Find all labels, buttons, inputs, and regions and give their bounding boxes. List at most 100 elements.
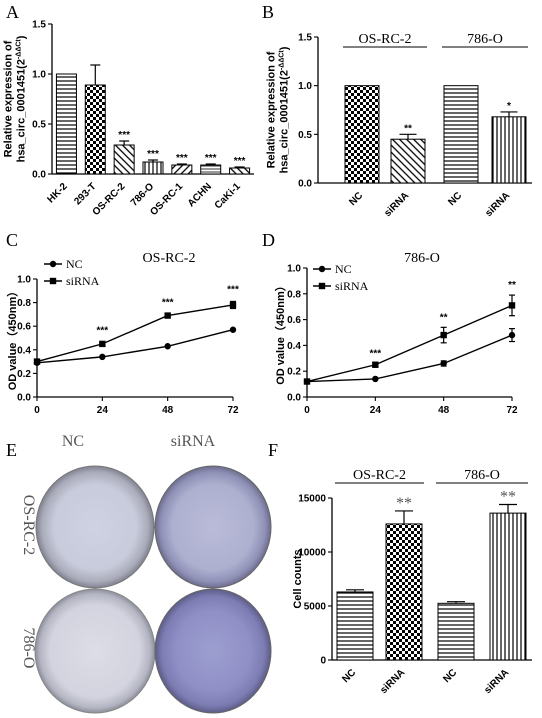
dish-os-rc-2-nc [35,465,155,589]
panel-label-e: E [6,440,17,460]
series-line [306,304,513,383]
bar [344,85,380,184]
y-tick-label: 5000 [304,602,327,613]
y-tick-label: 0.6 [287,315,301,326]
group-label: OS-RC-2 [359,32,412,47]
x-tick-label: 72 [506,405,518,416]
y-tick-label: 1.5 [32,20,46,31]
bar [84,84,106,175]
bar [113,144,135,175]
y-tick-label: 10000 [298,548,326,559]
data-point [164,312,171,319]
y-tick-label: 0.5 [298,130,312,141]
column-label-nc: NC [62,433,84,450]
x-tick-label: NC [347,190,365,208]
data-point [508,331,516,339]
significance-label: *** [118,130,130,141]
chart-title: OS-RC-2 [143,251,196,266]
x-tick-label: 72 [227,405,239,416]
legend-label: NC [66,257,83,271]
y-axis-title: OD value（450nm） [274,280,287,385]
colony-formation-panel: NC siRNA OS-RC-2 786-O [20,433,272,714]
data-point [440,331,447,339]
dish-786-o-nc [34,588,156,714]
significance-label: *** [205,153,217,164]
y-axis-title: Relative expression ofhsa_circ_0001451(2… [266,46,291,173]
x-tick-label: CaKi-1 [213,181,243,211]
panel-label-f: F [268,440,278,460]
y-axis-title: Cell counts [292,549,304,608]
significance-label: *** [162,297,174,308]
data-point [229,301,237,309]
y-tick-label: 0.2 [287,367,301,378]
y-tick-label: 0.4 [17,345,31,356]
y-axis-title: Relative expression ofhsa_circ_0001451(2… [3,35,28,162]
x-tick-label: 24 [370,405,382,416]
y-axis-title: OD value（450nm） [6,286,19,391]
legend-label: NC [335,262,352,276]
y-tick-label: 1.0 [17,275,31,286]
y-tick-label: 0.8 [287,289,301,300]
series-line [36,329,234,364]
x-tick-label: 0 [34,405,40,416]
x-tick-label: 48 [438,405,450,416]
x-tick-label: siRNA [378,667,407,696]
panel-a-chart: 0.0 0.5 1.0 1.5 HK-2 293-T *** OS-RC-2 *** 786-O *… [3,20,254,218]
data-point [372,361,379,368]
chart-title: 786-O [404,251,440,266]
y-tick-label: 0.5 [32,120,46,131]
panel-label-d: D [262,230,275,250]
significance-label: *** [227,284,239,295]
x-tick-label: OS-RC-2 [91,181,128,218]
data-point [99,340,106,348]
significance-label: * [507,101,511,112]
legend-marker [318,265,326,273]
dish-os-rc-2-sirna [154,465,272,589]
series-line [306,334,513,383]
y-tick-label: 0.2 [17,369,31,380]
x-tick-label: NC [340,667,358,685]
panel-c-chart: 0.0 0.2 0.4 0.6 0.8 1.0 0 24 48 72 NC siRNA *** *** **… [6,251,239,416]
y-tick-label: 1.0 [287,264,301,275]
column-label-sirna: siRNA [171,433,216,450]
significance-label: *** [96,326,108,337]
legend-marker [318,282,326,290]
data-point [440,360,447,367]
x-tick-label: 48 [162,405,174,416]
data-point [508,302,516,309]
legend-label: siRNA [335,279,369,293]
x-tick-label: NC [446,190,464,208]
series-line [36,304,234,363]
bar [491,116,527,184]
legend-marker [49,277,57,285]
group-label: OS-RC-2 [353,468,406,483]
data-point [33,358,41,365]
panel-label-b: B [262,2,274,22]
y-tick-label: 0.0 [17,393,31,404]
y-tick-label: 0.0 [298,179,312,190]
significance-label: *** [234,156,246,167]
x-tick-label: siRNA [382,190,411,219]
y-tick-label: 1.5 [298,33,312,44]
bar [443,85,479,184]
panel-f-chart: 0 5000 10000 15000 NC ** siRNA NC ** siRNA OS-RC-2… [292,468,532,696]
y-tick-label: 15000 [298,494,326,505]
bar [336,591,374,661]
significance-label: *** [147,149,159,160]
bar [229,167,251,175]
data-point [229,326,237,333]
bar [171,164,193,175]
y-tick-label: 0.0 [32,170,46,181]
significance-label: ** [508,280,516,291]
row-label-os-rc-2: OS-RC-2 [20,495,37,555]
bar [55,73,77,175]
x-tick-label: 786-O [129,181,157,209]
bar [489,512,527,661]
panel-label-a: A [6,2,19,22]
y-tick-label: 1.0 [298,81,312,92]
panel-d-chart: 0.00.20.40.60.81.00 24 48 72NCsiRNA*******7… [274,251,518,416]
legend-marker [49,260,57,268]
x-tick-label: NC [441,667,459,685]
row-label-786-o: 786-O [20,628,37,669]
